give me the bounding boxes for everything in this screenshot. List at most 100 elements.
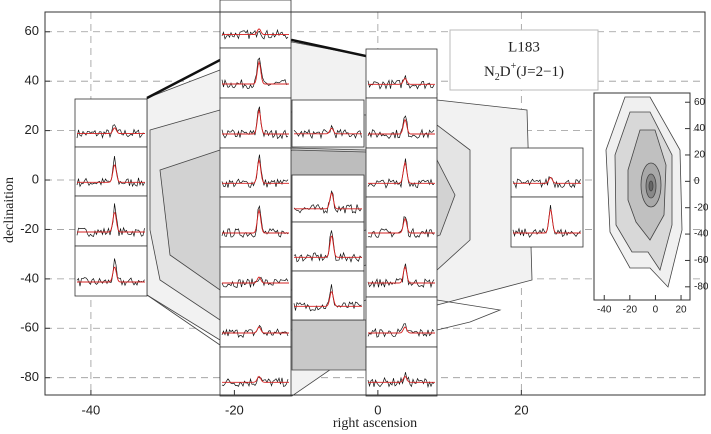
spectrum-fit	[294, 235, 362, 258]
spectrum-panel	[219, 246, 292, 298]
inset-contour	[648, 180, 654, 192]
spectrum-panel	[219, 147, 292, 198]
y-tick-label: -80	[694, 281, 709, 292]
x-tick-label: 20	[675, 305, 687, 316]
spectrum-trace	[367, 75, 435, 90]
spectrum-fit	[77, 127, 145, 135]
spectrum-fit	[368, 77, 435, 85]
spectrum-fit	[222, 28, 289, 36]
title: L183	[508, 39, 540, 55]
y-tick-label: 40	[694, 123, 706, 134]
y-tick-label: -20	[20, 221, 39, 236]
spectrum-fit	[368, 375, 435, 383]
inset	[593, 92, 691, 301]
spectrum-panel	[510, 196, 584, 248]
spectrum-panel	[291, 99, 365, 148]
y-tick-label: 0	[32, 171, 39, 186]
subtitle-sup: +	[511, 61, 517, 72]
spectrum-trace	[76, 258, 145, 287]
spectrum-panel	[219, 196, 292, 248]
spectrum-trace	[76, 203, 145, 238]
x-tick-label: -20	[225, 402, 244, 417]
subtitle: N2D+(J=2−1)	[484, 61, 564, 83]
spectrum-panel	[74, 195, 148, 247]
y-tick-label: -60	[694, 255, 709, 266]
y-tick-label: -20	[694, 202, 709, 213]
x-tick-label: -40	[597, 305, 612, 316]
spectrum-panel	[291, 221, 365, 272]
spectrum-panel	[219, 0, 292, 49]
x-tick-label: 0	[653, 305, 659, 316]
x-tick-label: 20	[514, 402, 528, 417]
spectrum-fit	[368, 161, 435, 184]
spectrum-fit	[368, 265, 435, 284]
y-tick-label: 0	[694, 176, 700, 187]
contour-level	[291, 319, 367, 371]
x-axis-label: right ascension	[333, 416, 417, 431]
spectrum-trace	[221, 57, 289, 89]
x-tick-label: -20	[623, 305, 638, 316]
spectrum-panel	[219, 97, 292, 149]
y-tick-label: 40	[25, 73, 39, 88]
spectrum-fit	[222, 208, 289, 234]
inset-frame	[593, 92, 691, 301]
spectrum-panel	[74, 98, 148, 148]
y-tick-label: 60	[25, 23, 39, 38]
spectrum-trace	[221, 106, 289, 140]
plot-frame	[44, 11, 706, 396]
spectrum-panel	[365, 246, 438, 298]
spectrum-trace	[367, 216, 435, 238]
spectrum-panel	[365, 48, 438, 99]
spectrum-fit	[222, 158, 289, 184]
spectrum-fit	[368, 217, 435, 234]
subtitle-part: N	[484, 64, 495, 80]
contour-line	[436, 299, 502, 331]
subtitle-part: (J=2−1)	[516, 64, 564, 80]
spectrum-trace	[293, 284, 362, 312]
spectrum-trace	[221, 376, 289, 387]
spectrum-fit	[294, 127, 362, 135]
spectrum-fit	[222, 60, 289, 85]
subtitle-part: D	[500, 64, 511, 80]
y-tick-label: 60	[694, 97, 706, 108]
spectrum-trace	[367, 263, 435, 289]
y-tick-label: -40	[20, 270, 39, 285]
spectrum-fit	[77, 211, 145, 233]
x-tick-label: 0	[374, 402, 381, 417]
spectrum-trace	[221, 28, 289, 40]
spectrum-panel	[365, 346, 438, 397]
spectrum-panel	[365, 296, 438, 348]
spectrum-fit	[222, 276, 289, 284]
spectrum-panel	[365, 97, 438, 149]
spectrum-fit	[368, 118, 435, 135]
x-tick-label: -40	[82, 402, 101, 417]
spectrum-fit	[368, 326, 435, 334]
spectrum-fit	[222, 326, 289, 334]
spectrum-fit	[513, 177, 581, 184]
spectrum-fit	[222, 108, 289, 135]
spectrum-trace	[293, 124, 362, 140]
y-tick-label: 20	[25, 122, 39, 137]
spectrum-fit	[513, 209, 581, 234]
y-tick-label: -80	[20, 369, 39, 384]
subtitle-sub: 2	[495, 72, 500, 83]
title-box	[449, 29, 599, 91]
spectrum-panel	[291, 174, 365, 223]
spectrum-panel	[74, 146, 148, 197]
spectrum-panel	[74, 245, 148, 297]
spectrum-panel	[219, 296, 292, 348]
spectrum-fit	[294, 291, 362, 307]
spectrum-panel	[365, 196, 438, 248]
spectrum-trace	[76, 124, 145, 139]
y-tick-label: 20	[694, 150, 706, 161]
y-tick-label: -60	[20, 320, 39, 335]
spectrum-panel	[219, 47, 292, 99]
spectrum-panel	[365, 147, 438, 198]
spectrum-fit	[222, 375, 289, 383]
spectrum-fit	[77, 164, 145, 183]
y-axis-label: declinaition	[2, 177, 17, 243]
spectrum-fit	[77, 266, 145, 283]
spectrum-trace	[367, 323, 435, 338]
